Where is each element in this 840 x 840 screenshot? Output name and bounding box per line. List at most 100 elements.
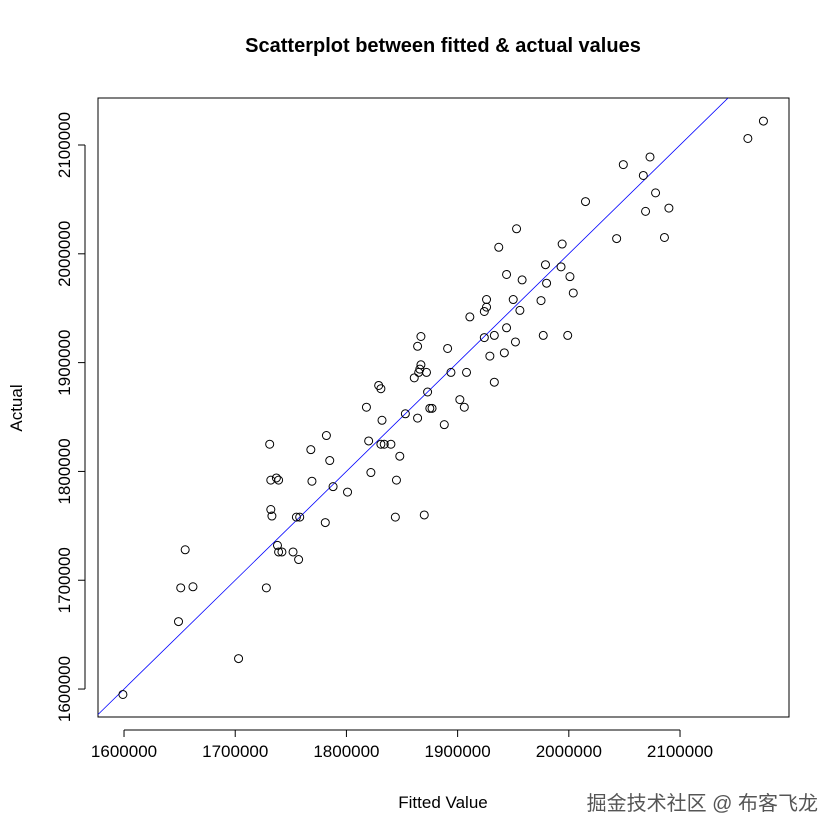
point: [489, 377, 499, 387]
point: [277, 547, 287, 557]
x-tick-label: 1700000: [202, 742, 268, 761]
point: [176, 583, 186, 593]
point: [439, 420, 449, 430]
point: [400, 409, 410, 419]
point: [421, 367, 431, 377]
point: [325, 456, 335, 466]
y-tick-label: 1800000: [55, 438, 74, 504]
y-tick-label: 1700000: [55, 547, 74, 613]
point: [413, 341, 423, 351]
point: [645, 152, 655, 162]
point: [366, 468, 376, 478]
point: [618, 160, 628, 170]
point: [462, 367, 472, 377]
x-tick-label: 1600000: [91, 742, 157, 761]
point: [538, 330, 548, 340]
y-axis-label: Actual: [7, 384, 26, 431]
x-tick-label: 2000000: [536, 742, 602, 761]
point: [510, 337, 520, 347]
point: [659, 232, 669, 242]
plot-frame: [97, 97, 790, 718]
point: [465, 312, 475, 322]
point: [343, 487, 353, 497]
point: [188, 582, 198, 592]
point: [512, 224, 522, 234]
point: [274, 475, 284, 485]
watermark: 掘金技术社区 @ 布客飞龙: [587, 792, 818, 815]
x-axis-label: Fitted Value: [398, 793, 487, 812]
plot-area: [98, 98, 768, 715]
point: [306, 445, 316, 455]
point: [265, 439, 275, 449]
point: [499, 348, 509, 358]
point: [419, 510, 429, 520]
point: [557, 239, 567, 249]
point: [542, 278, 552, 288]
point: [328, 482, 338, 492]
point: [376, 439, 386, 449]
point: [638, 170, 648, 180]
point: [581, 197, 591, 207]
chart-title: Scatterplot between fitted & actual valu…: [245, 35, 641, 57]
point: [556, 262, 566, 272]
x-tick-label: 2100000: [647, 742, 713, 761]
point: [267, 511, 277, 521]
point: [379, 439, 389, 449]
point: [416, 332, 426, 342]
point: [425, 403, 435, 413]
point: [502, 323, 512, 333]
point: [423, 387, 433, 397]
point: [386, 439, 396, 449]
point: [320, 518, 330, 528]
point: [427, 403, 437, 413]
point: [540, 260, 550, 270]
x-tick-label: 1900000: [425, 742, 491, 761]
point: [395, 451, 405, 461]
point: [517, 275, 527, 285]
point: [743, 133, 753, 143]
point: [459, 402, 469, 412]
point: [291, 512, 301, 522]
point: [479, 333, 489, 343]
point: [479, 306, 489, 316]
point: [651, 188, 661, 198]
point: [502, 269, 512, 279]
point: [515, 305, 525, 315]
point: [271, 473, 281, 483]
point: [489, 330, 499, 340]
point: [307, 476, 317, 486]
point: [664, 203, 674, 213]
point: [455, 395, 465, 405]
point: [364, 436, 374, 446]
point: [390, 512, 400, 522]
point: [758, 116, 768, 126]
point: [180, 545, 190, 555]
x-tick-label: 1800000: [313, 742, 379, 761]
point: [413, 413, 423, 423]
point: [274, 547, 284, 557]
point: [234, 654, 244, 664]
point: [409, 373, 419, 383]
point: [482, 302, 492, 312]
point: [494, 242, 504, 252]
point: [536, 296, 546, 306]
point: [288, 547, 298, 557]
point: [376, 384, 386, 394]
point: [485, 351, 495, 361]
point: [118, 689, 128, 699]
point: [361, 402, 371, 412]
reference-line: [98, 98, 729, 715]
point: [443, 343, 453, 353]
point: [416, 360, 426, 370]
y-tick-label: 1900000: [55, 330, 74, 396]
point: [391, 475, 401, 485]
point: [612, 234, 622, 244]
point: [321, 431, 331, 441]
point: [261, 583, 271, 593]
point: [294, 555, 304, 565]
point: [266, 505, 276, 515]
point: [446, 367, 456, 377]
point: [563, 330, 573, 340]
y-tick-label: 1600000: [55, 656, 74, 722]
